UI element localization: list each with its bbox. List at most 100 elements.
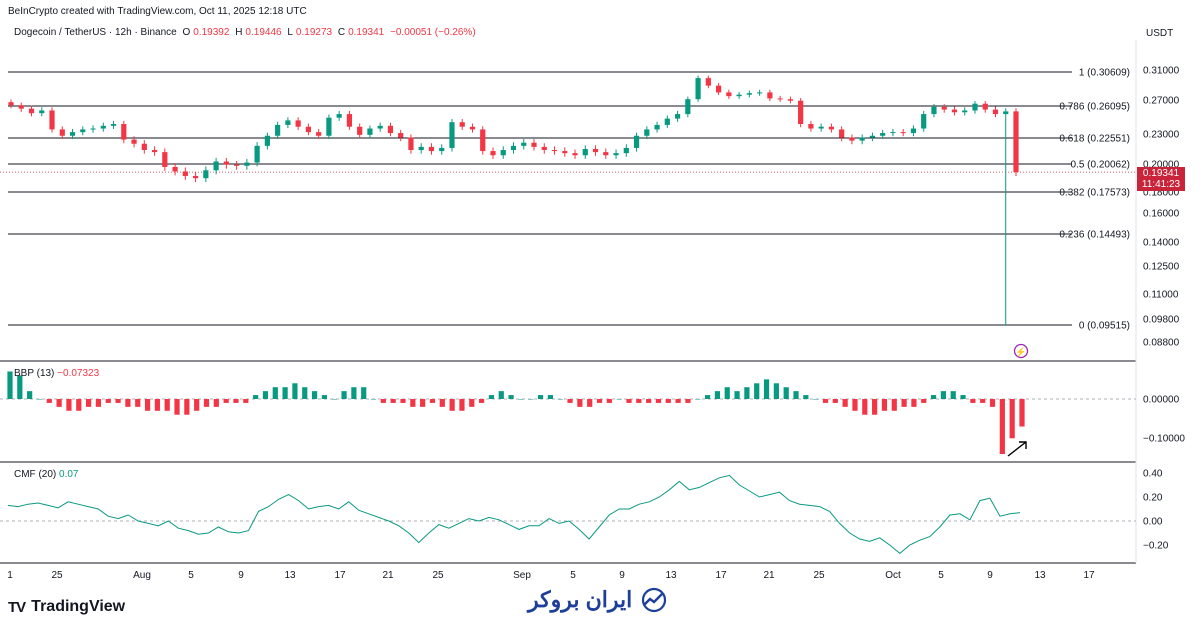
candle xyxy=(367,128,373,135)
time-axis-tick: 5 xyxy=(188,570,194,581)
candle xyxy=(100,125,106,129)
bbp-bar xyxy=(773,383,779,399)
candle xyxy=(910,128,917,134)
price-axis-tick: 0.12500 xyxy=(1143,262,1180,273)
change-value: −0.00051 (−0.26%) xyxy=(390,27,476,38)
bbp-bar xyxy=(86,399,92,407)
bbp-bar xyxy=(960,395,966,399)
bbp-bar xyxy=(469,399,475,407)
candle xyxy=(551,150,558,152)
bbp-bar xyxy=(272,387,278,399)
candle xyxy=(110,124,117,126)
bbp-bar xyxy=(331,399,337,400)
bbp-bar xyxy=(714,391,721,399)
candle xyxy=(459,122,465,127)
candle xyxy=(213,161,219,171)
candle xyxy=(992,109,999,115)
bbp-bar xyxy=(813,399,819,400)
bbp-bar xyxy=(410,399,416,407)
candle xyxy=(439,147,445,152)
cmf-title: CMF (20) xyxy=(14,469,57,480)
time-axis-tick: 9 xyxy=(619,570,625,581)
candle xyxy=(757,92,763,94)
bbp-bar xyxy=(203,399,210,407)
candle xyxy=(28,108,35,114)
time-axis-tick: 21 xyxy=(763,570,775,581)
lightning-event-icon[interactable] xyxy=(1013,343,1029,359)
bbp-bar xyxy=(321,395,328,399)
bbp-bar xyxy=(872,399,878,415)
bbp-bar xyxy=(921,399,927,403)
candle xyxy=(921,114,927,129)
candle xyxy=(408,137,414,151)
bbp-bar xyxy=(695,399,701,400)
candle xyxy=(8,102,14,106)
time-axis-tick: 13 xyxy=(1034,570,1046,581)
bbp-bar xyxy=(66,399,72,411)
bbp-bar xyxy=(704,395,711,399)
tradingview-logo-icon: TV xyxy=(8,598,26,616)
price-axis-tick: 0.14000 xyxy=(1143,238,1180,249)
candle xyxy=(972,103,978,111)
candle xyxy=(377,125,383,129)
candle xyxy=(203,170,209,179)
bbp-bar xyxy=(793,391,799,399)
bbp-bar xyxy=(459,399,465,411)
time-axis-tick: Sep xyxy=(513,570,531,581)
candle xyxy=(613,153,619,156)
candle xyxy=(798,100,804,125)
candle xyxy=(900,132,906,134)
bbp-bar xyxy=(429,399,436,403)
candle xyxy=(562,151,568,154)
fib-level-label: 0.236 (0.14493) xyxy=(1059,230,1130,241)
price-axis-tick: 0.16000 xyxy=(1143,209,1180,220)
candle xyxy=(316,132,322,136)
bbp-bar xyxy=(27,391,33,399)
bbp-bar xyxy=(76,399,82,411)
bbp-bar xyxy=(135,399,141,407)
candle xyxy=(685,99,691,115)
watermark-text: ایران بروکر xyxy=(528,587,633,612)
bbp-bar xyxy=(616,399,622,400)
bbp-bar xyxy=(596,399,603,403)
candle xyxy=(531,142,537,147)
bbp-bar xyxy=(174,399,180,415)
candle xyxy=(582,148,588,156)
candle xyxy=(746,93,752,95)
iran-broker-watermark: ایران بروکر xyxy=(528,587,670,613)
bbp-bar xyxy=(989,399,996,407)
price-axis-tick: 0.11000 xyxy=(1143,290,1179,301)
bbp-bar xyxy=(125,399,131,407)
candle xyxy=(490,151,496,156)
cmf-axis-tick: 0.00 xyxy=(1143,517,1163,528)
candle xyxy=(726,92,732,97)
tradingview-brand[interactable]: TV TradingView xyxy=(8,598,125,616)
candle xyxy=(644,129,650,136)
time-axis-tick: 17 xyxy=(334,570,346,581)
last-price: 0.19341 xyxy=(1142,168,1180,179)
bbp-bar xyxy=(154,399,160,411)
candle xyxy=(121,124,127,140)
fib-level-label: 1 (0.30609) xyxy=(1079,68,1130,79)
time-axis-tick: 1 xyxy=(7,570,13,581)
time-axis-tick: 25 xyxy=(51,570,63,581)
symbol-legend: Dogecoin / TetherUS · 12h · Binance O 0.1… xyxy=(14,27,479,38)
bbp-bar xyxy=(380,399,386,403)
bbp-bar xyxy=(606,399,612,403)
bbp-bar xyxy=(361,387,367,399)
bbp-bar xyxy=(528,399,534,400)
bbp-bar xyxy=(95,399,102,407)
bbp-bar xyxy=(862,399,868,415)
candle xyxy=(521,142,527,146)
bbp-bar xyxy=(754,383,760,399)
bbp-bar xyxy=(626,399,632,403)
candle xyxy=(264,135,270,146)
bbp-bar xyxy=(822,399,829,403)
bbp-bar xyxy=(891,399,897,411)
symbol-title: Dogecoin / TetherUS · 12h · Binance xyxy=(14,27,177,38)
bbp-bar xyxy=(302,387,308,399)
candle xyxy=(541,146,547,151)
candle xyxy=(223,161,229,165)
candle xyxy=(931,106,937,115)
